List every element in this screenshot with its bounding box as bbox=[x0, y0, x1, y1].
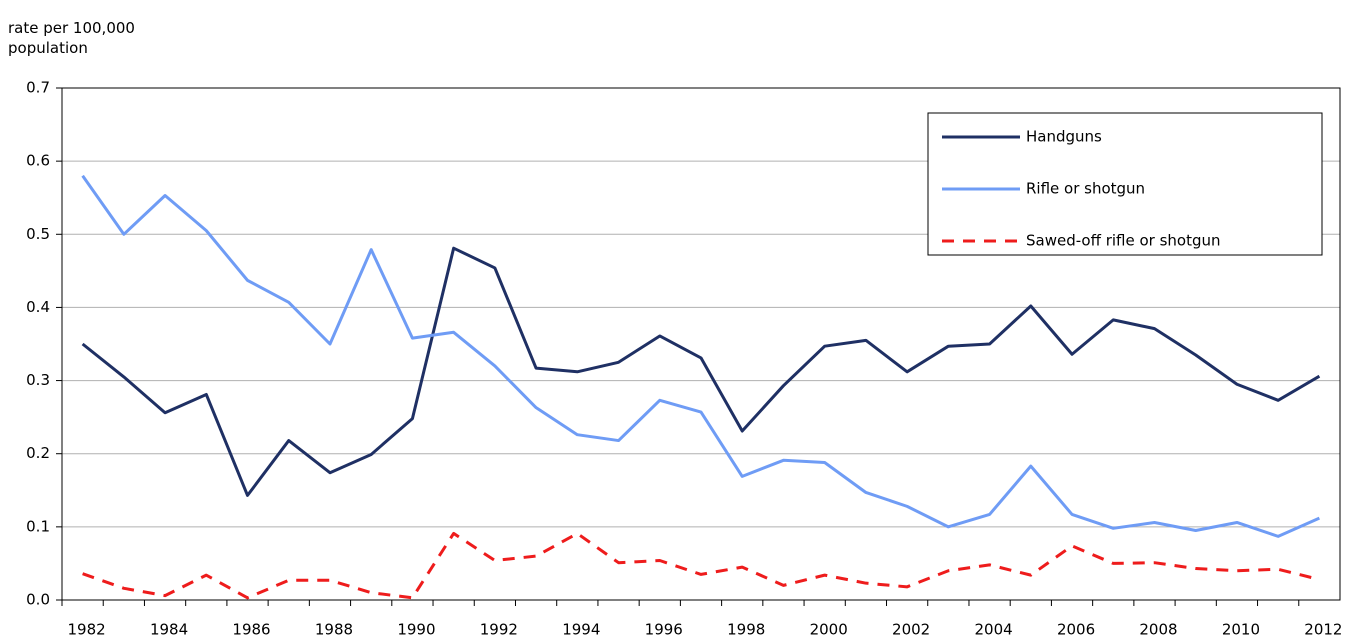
x-tick-label: 2012 bbox=[1304, 621, 1342, 639]
y-tick-label: 0.2 bbox=[26, 444, 50, 462]
y-tick-label: 0.0 bbox=[26, 591, 50, 609]
x-tick-label: 1996 bbox=[645, 621, 683, 639]
x-tick-label: 1986 bbox=[232, 621, 270, 639]
x-tick-label: 2002 bbox=[892, 621, 930, 639]
x-tick-label: 2006 bbox=[1057, 621, 1095, 639]
x-tick-label: 1982 bbox=[68, 621, 106, 639]
x-tick-label: 2004 bbox=[974, 621, 1012, 639]
series-line bbox=[81, 174, 1320, 538]
y-tick-label: 0.7 bbox=[26, 79, 50, 97]
plot-frame bbox=[61, 87, 1341, 601]
x-tick-label: 2010 bbox=[1222, 621, 1260, 639]
y-tick-label: 0.3 bbox=[26, 371, 50, 389]
x-tick-label: 1990 bbox=[397, 621, 435, 639]
legend-label: Sawed-off rifle or shotgun bbox=[1026, 232, 1221, 250]
series-line bbox=[82, 531, 1320, 600]
y-tick-label: 0.6 bbox=[26, 152, 50, 170]
legend-label: Rifle or shotgun bbox=[1026, 180, 1145, 198]
x-tick-label: 2008 bbox=[1139, 621, 1177, 639]
y-tick-label: 0.4 bbox=[26, 298, 50, 316]
legend-label: Handguns bbox=[1026, 128, 1102, 146]
series-line bbox=[81, 246, 1321, 497]
y-tick-label: 0.5 bbox=[26, 225, 50, 243]
x-tick-label: 1988 bbox=[315, 621, 353, 639]
x-tick-label: 1992 bbox=[480, 621, 518, 639]
x-tick-label: 1984 bbox=[150, 621, 188, 639]
y-axis-label: rate per 100,000 population bbox=[8, 19, 135, 57]
y-tick-label: 0.1 bbox=[26, 517, 50, 535]
x-tick-label: 1998 bbox=[727, 621, 765, 639]
x-tick-label: 2000 bbox=[810, 621, 848, 639]
x-tick-label: 1994 bbox=[562, 621, 600, 639]
